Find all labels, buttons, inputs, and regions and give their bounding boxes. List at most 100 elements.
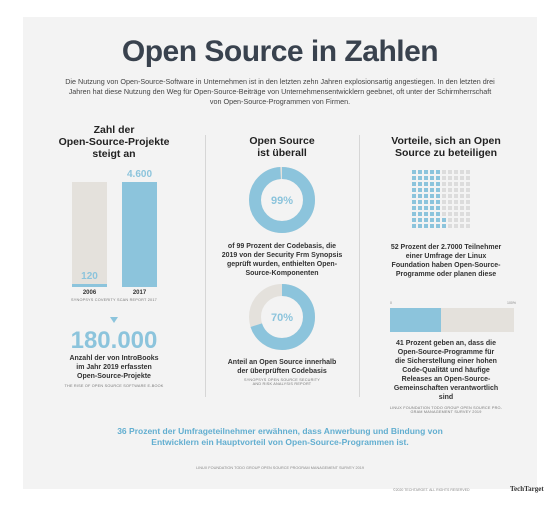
waffle-cell [448,182,452,186]
waffle-cell [460,218,464,222]
waffle-cell [412,206,416,210]
waffle-cell [430,194,434,198]
waffle-cell [418,200,422,204]
waffle-cell [412,176,416,180]
col1-big-text: Anzahl der von IntroBooks im Jahr 2019 e… [69,355,159,380]
waffle-cell [412,218,416,222]
waffle-cell [466,206,470,210]
waffle-cell [436,194,440,198]
waffle-cell [436,212,440,216]
waffle-cell [424,206,428,210]
waffle-cell [460,206,464,210]
waffle-cell [454,224,458,228]
waffle-cell [436,176,440,180]
waffle-cell [454,188,458,192]
waffle-cell [454,176,458,180]
waffle-cell [412,200,416,204]
hbar-tick-100: 100% [507,301,516,305]
waffle-cell [466,188,470,192]
waffle-cell [430,200,434,204]
waffle-cell [466,212,470,216]
waffle-cell [448,170,452,174]
donut-70-label: 70% [271,312,293,324]
copyright: ©2020 TECHTARGET. ALL RIGHTS RESERVED [393,488,470,492]
donut-99-label: 99% [271,195,293,207]
waffle-cell [418,170,422,174]
waffle-cell [466,170,470,174]
bar-2006 [72,284,107,287]
waffle-cell [436,218,440,222]
waffle-cell [424,218,428,222]
waffle-cell [430,218,434,222]
col1-big-source: THE RISE OF OPEN SOURCE SOFTWARE E-BOOK [64,384,164,388]
waffle-cell [436,188,440,192]
col3-text1: 52 Prozent der 2.7000 Teilnehmer einer U… [390,244,502,278]
waffle-cell [454,194,458,198]
divider-right [359,135,360,397]
bar-value-label: 120 [81,271,98,282]
waffle-cell [442,182,446,186]
waffle-cell [442,212,446,216]
waffle-cell [430,170,434,174]
down-arrow-icon [110,317,118,323]
donut-70: 70% [249,284,315,350]
divider-left [205,135,206,397]
waffle-cell [466,194,470,198]
waffle-cell [430,212,434,216]
waffle-cell [418,224,422,228]
donut-99: 99% [249,167,315,233]
col1-source: SYNOPSYS COVERITY SCAN REPORT 2017 [71,298,157,302]
col2-text1: of 99 Prozent der Codebasis, die 2019 vo… [221,243,343,277]
bar-value-label: 4.600 [126,169,153,180]
waffle-cell [454,170,458,174]
waffle-cell [418,176,422,180]
waffle-cell [448,218,452,222]
waffle-cell [412,188,416,192]
waffle-cell [436,200,440,204]
waffle-cell [436,224,440,228]
waffle-cell [460,212,464,216]
waffle-chart [412,170,472,230]
waffle-cell [448,212,452,216]
waffle-cell [454,218,458,222]
waffle-cell [430,176,434,180]
waffle-cell [466,200,470,204]
waffle-cell [418,188,422,192]
techtarget-logo: TechTarget [510,485,544,493]
waffle-cell [430,188,434,192]
waffle-cell [424,212,428,216]
waffle-cell [460,170,464,174]
waffle-cell [448,188,452,192]
waffle-cell [448,206,452,210]
intro-text: Die Nutzung von Open-Source-Software in … [65,77,495,106]
waffle-cell [418,206,422,210]
waffle-cell [442,176,446,180]
col2-heading: Open Source ist überall [249,135,315,159]
waffle-cell [442,206,446,210]
waffle-cell [454,212,458,216]
waffle-cell [424,176,428,180]
waffle-cell [454,200,458,204]
waffle-cell [442,218,446,222]
col3-source: LINUX FOUNDATION TODO GROUP OPEN SOURCE … [389,406,503,414]
waffle-cell [424,224,428,228]
waffle-cell [442,194,446,198]
waffle-cell [424,194,428,198]
waffle-cell [430,182,434,186]
waffle-cell [424,188,428,192]
hbar-tick-0: 0 [390,301,392,305]
hbar-fill [390,308,441,332]
waffle-cell [466,176,470,180]
waffle-cell [448,194,452,198]
bar-category-label: 2006 [82,290,97,296]
bar-2017 [122,182,157,287]
waffle-cell [460,224,464,228]
waffle-cell [418,194,422,198]
col1-heading: Zahl der Open-Source-Projekte steigt an [58,124,170,160]
waffle-cell [412,182,416,186]
waffle-cell [412,224,416,228]
big-number: 180.000 [70,327,158,354]
bar-category-label: 2017 [132,290,147,296]
waffle-cell [460,188,464,192]
col3-heading: Vorteile, sich an Open Source zu beteili… [391,135,501,159]
